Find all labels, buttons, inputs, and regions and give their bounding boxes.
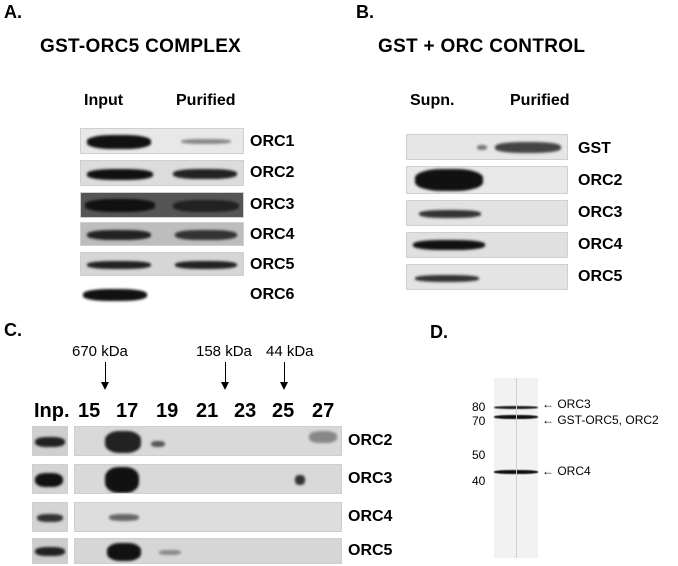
left-arrow-icon: ← xyxy=(542,464,554,478)
panel-b-row-orc2: ORC2 xyxy=(578,172,623,189)
panel-c-fractions-orc4 xyxy=(74,502,342,532)
panel-c-input-orc3 xyxy=(32,464,68,494)
panel-a-blot-orc5 xyxy=(80,252,244,276)
band-label-gst-orc5-orc2: GST-ORC5, ORC2 xyxy=(557,413,659,427)
panel-c-fractions-orc2 xyxy=(74,426,342,456)
fraction-inp: Inp. xyxy=(34,400,70,422)
panel-a-col-purified: Purified xyxy=(176,92,236,109)
marker-arrow-line xyxy=(284,362,285,382)
panel-b-label: B. xyxy=(356,2,374,22)
band-gst-orc5-orc2: ← GST-ORC5, ORC2 xyxy=(542,413,659,427)
left-arrow-icon: ← xyxy=(542,397,554,411)
panel-c-fractions-orc3 xyxy=(74,464,342,494)
panel-b-col-supn: Supn. xyxy=(410,92,455,109)
size-marker-670: 670 kDa xyxy=(72,343,128,360)
panel-b-col-purified: Purified xyxy=(510,92,570,109)
fraction-17: 17 xyxy=(116,400,139,422)
down-arrow-icon xyxy=(221,382,229,390)
panel-b-blot-orc5 xyxy=(406,264,568,290)
panel-b-blot-orc4 xyxy=(406,232,568,258)
panel-a-col-input: Input xyxy=(84,92,124,109)
panel-b-title: GST + ORC CONTROL xyxy=(378,36,586,57)
panel-a-blot-orc6 xyxy=(80,282,150,306)
panel-c-row-orc2: ORC2 xyxy=(348,432,393,449)
panel-a-blot-orc1 xyxy=(80,128,244,154)
mw-marker-50: 50 xyxy=(472,448,486,462)
panel-a-row-orc2: ORC2 xyxy=(250,164,295,181)
fraction-23: 23 xyxy=(234,400,257,422)
panel-c-fractions-orc5 xyxy=(74,538,342,564)
panel-c-row-orc4: ORC4 xyxy=(348,508,393,525)
panel-a-blot-orc4 xyxy=(80,222,244,246)
mw-marker-80: 80 xyxy=(472,400,486,414)
marker-arrow-line xyxy=(105,362,106,382)
panel-c-input-orc4 xyxy=(32,502,68,532)
panel-b-row-orc3: ORC3 xyxy=(578,204,623,221)
panel-d-label: D. xyxy=(430,322,448,342)
panel-a-row-orc6: ORC6 xyxy=(250,286,295,303)
panel-d-gel-lane xyxy=(494,378,538,558)
panel-b-row-gst: GST xyxy=(578,140,611,157)
panel-a-label: A. xyxy=(4,2,22,22)
size-marker-158: 158 kDa xyxy=(196,343,252,360)
panel-a-blot-orc3 xyxy=(80,192,244,218)
down-arrow-icon xyxy=(101,382,109,390)
panel-a-row-orc5: ORC5 xyxy=(250,256,295,273)
band-label-orc3: ORC3 xyxy=(557,397,591,411)
marker-arrow-line xyxy=(225,362,226,382)
panel-c-input-orc5 xyxy=(32,538,68,564)
panel-a-row-orc1: ORC1 xyxy=(250,133,295,150)
panel-b-blot-gst xyxy=(406,134,568,160)
fraction-19: 19 xyxy=(156,400,179,422)
panel-b-blot-orc2 xyxy=(406,166,568,194)
band-label-orc4: ORC4 xyxy=(557,464,591,478)
fraction-21: 21 xyxy=(196,400,219,422)
panel-a-row-orc3: ORC3 xyxy=(250,196,295,213)
band-orc3: ← ORC3 xyxy=(542,397,591,411)
size-marker-44: 44 kDa xyxy=(266,343,314,360)
panel-c-row-orc5: ORC5 xyxy=(348,542,393,559)
panel-b-row-orc4: ORC4 xyxy=(578,236,623,253)
panel-b-row-orc5: ORC5 xyxy=(578,268,623,285)
left-arrow-icon: ← xyxy=(542,413,554,427)
down-arrow-icon xyxy=(280,382,288,390)
panel-a-blot-orc2 xyxy=(80,160,244,186)
mw-marker-40: 40 xyxy=(472,474,486,488)
panel-c-row-orc3: ORC3 xyxy=(348,470,393,487)
panel-c-input-orc2 xyxy=(32,426,68,456)
fraction-27: 27 xyxy=(312,400,335,422)
fraction-15: 15 xyxy=(78,400,101,422)
fraction-25: 25 xyxy=(272,400,295,422)
panel-b-blot-orc3 xyxy=(406,200,568,226)
panel-a-row-orc4: ORC4 xyxy=(250,226,295,243)
panel-a-title: GST-ORC5 COMPLEX xyxy=(40,36,242,57)
panel-c-label: C. xyxy=(4,320,22,340)
mw-marker-70: 70 xyxy=(472,414,486,428)
band-orc4: ← ORC4 xyxy=(542,464,591,478)
